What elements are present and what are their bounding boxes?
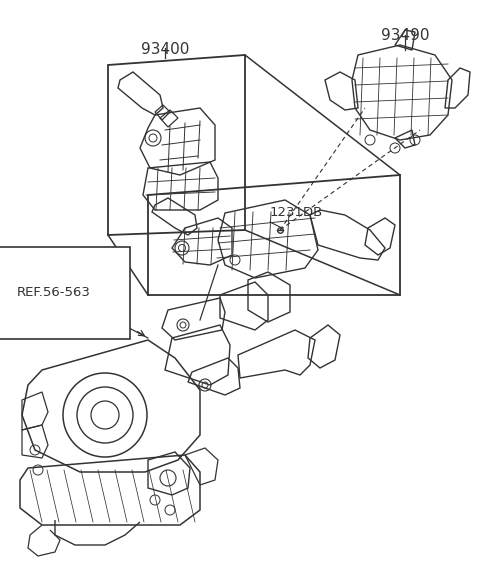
Text: 93490: 93490 xyxy=(381,28,429,43)
Text: 1231DB: 1231DB xyxy=(270,207,323,219)
Text: 93400: 93400 xyxy=(141,42,189,57)
Text: REF.56-563: REF.56-563 xyxy=(17,286,91,300)
